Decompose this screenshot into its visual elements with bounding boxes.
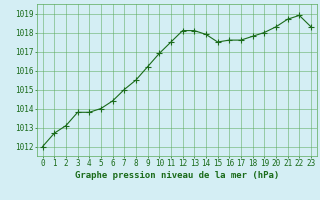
X-axis label: Graphe pression niveau de la mer (hPa): Graphe pression niveau de la mer (hPa) (75, 171, 279, 180)
